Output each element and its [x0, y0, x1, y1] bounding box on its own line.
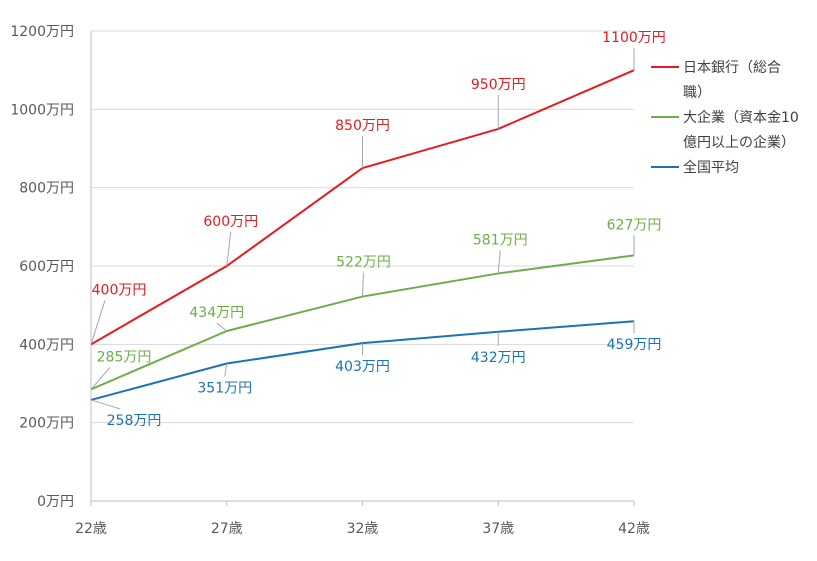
data-label: 1100万円	[602, 30, 666, 46]
series-line-0	[90, 69, 635, 346]
x-tick-label: 37歳	[482, 521, 514, 537]
legend-label: 職）	[683, 85, 711, 101]
data-labels: 400万円 600万円 850万円 950万円 1100万円 285万円 434万円 522万…	[90, 30, 666, 429]
y-tick-label: 200万円	[19, 416, 74, 432]
leader-line	[226, 231, 232, 267]
y-tick-label: 1000万円	[10, 102, 74, 118]
x-tick-label: 42歳	[618, 521, 650, 537]
data-label: 950万円	[471, 77, 526, 93]
data-label: 285万円	[97, 349, 152, 365]
y-tick-label: 1200万円	[10, 24, 74, 40]
leader-line	[497, 250, 501, 274]
x-tick-label: 22歳	[75, 521, 107, 537]
leader-line	[224, 363, 228, 377]
data-label: 400万円	[92, 282, 147, 298]
y-tick-label: 800万円	[19, 181, 74, 197]
data-label: 522万円	[336, 255, 391, 271]
y-tick-label: 0万円	[37, 494, 74, 510]
data-label: 351万円	[197, 381, 252, 397]
y-tick-label: 600万円	[19, 259, 74, 275]
data-label: 600万円	[203, 214, 258, 230]
data-label: 581万円	[473, 232, 528, 248]
data-label: 459万円	[607, 337, 662, 353]
legend-label: 大企業（資本金10	[683, 109, 799, 126]
leader-line	[216, 322, 228, 332]
data-label: 432万円	[471, 350, 526, 366]
data-label: 627万円	[607, 217, 662, 233]
gridlines	[91, 30, 634, 424]
legend-label: 全国平均	[683, 159, 739, 176]
x-tick-label: 27歳	[211, 521, 243, 537]
legend-label: 日本銀行（総合	[683, 60, 781, 76]
data-label: 403万円	[335, 359, 390, 375]
x-tick-label: 32歳	[347, 521, 379, 537]
legend: 日本銀行（総合職） 大企業（資本金10 億円以上の企業） 全国平均	[651, 60, 799, 176]
data-label: 434万円	[189, 305, 244, 321]
leader-line	[362, 272, 364, 297]
data-label: 258万円	[107, 413, 162, 429]
legend-label: 億円以上の企業）	[683, 134, 795, 151]
leader-line	[90, 399, 121, 410]
leader-line	[90, 367, 111, 390]
axes: 0万円 200万円 400万円 600万円 800万円 1000万円 1200万円 22歳 27…	[10, 24, 650, 537]
y-tick-label: 400万円	[19, 337, 74, 353]
leader-line	[90, 300, 106, 345]
data-label: 850万円	[335, 118, 390, 134]
